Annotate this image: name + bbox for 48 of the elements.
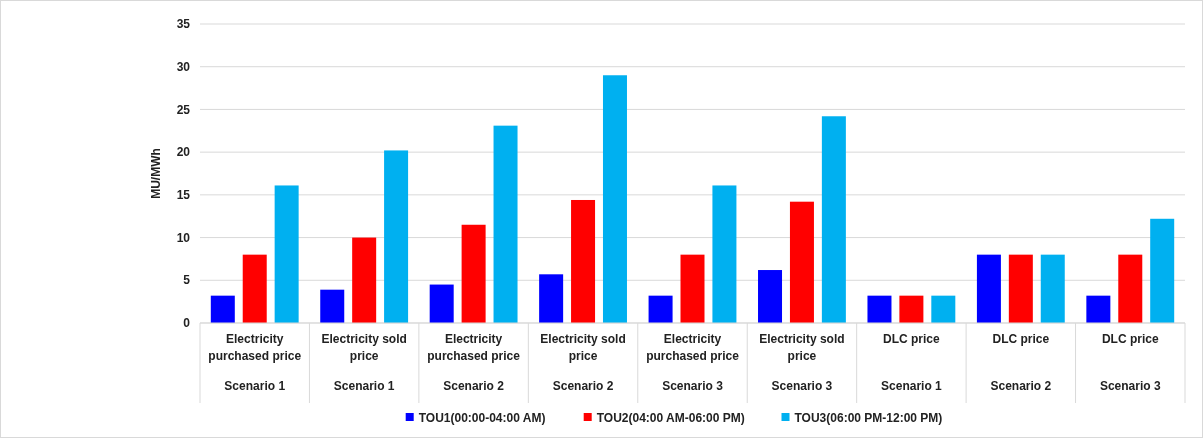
bar — [539, 274, 564, 323]
bar — [352, 237, 377, 323]
category-label: DLC price Scenario 1 — [881, 332, 942, 393]
category-label: Electricity sold price Scenario 2 — [540, 332, 626, 393]
bar — [648, 295, 673, 323]
bar — [789, 201, 814, 323]
bar — [867, 295, 892, 323]
y-tick-label: 15 — [176, 188, 191, 203]
bar — [461, 224, 486, 323]
bar — [493, 125, 518, 323]
bar — [976, 254, 1001, 323]
bar — [1040, 254, 1065, 323]
y-tick-label: 20 — [176, 145, 191, 160]
y-tick-label: 10 — [176, 230, 191, 245]
bar — [320, 289, 345, 323]
bar — [429, 284, 454, 323]
bar — [931, 295, 956, 323]
category-label: Electricity sold price Scenario 3 — [759, 332, 845, 393]
legend-label: TOU3(06:00 PM-12:00 PM) — [794, 411, 943, 426]
y-tick-label: 0 — [183, 316, 191, 331]
bar — [821, 116, 846, 323]
bar — [602, 75, 627, 323]
bar — [242, 254, 267, 323]
y-tick-label: 5 — [183, 273, 191, 288]
category-label: DLC price Scenario 2 — [990, 332, 1052, 393]
y-tick-label: 30 — [176, 59, 191, 74]
legend-label: TOU2(04:00 AM-06:00 PM) — [596, 411, 745, 426]
bar — [899, 295, 924, 323]
legend-label: TOU1(00:00-04:00 AM) — [418, 411, 546, 426]
category-label: DLC price Scenario 3 — [1099, 332, 1161, 393]
bar — [1150, 218, 1175, 323]
bar — [571, 199, 596, 323]
y-tick-label: 25 — [176, 102, 191, 117]
category-label: Electricity purchased price Scenario 2 — [427, 332, 520, 393]
bar — [758, 270, 783, 323]
bar — [1008, 254, 1033, 323]
bar — [210, 295, 235, 323]
category-label: Electricity purchased price Scenario 1 — [208, 332, 302, 393]
bar — [1086, 295, 1111, 323]
bar — [274, 185, 299, 323]
bar — [1118, 254, 1143, 323]
category-label: Electricity sold price Scenario 1 — [321, 332, 407, 393]
bar — [680, 254, 705, 323]
bar — [712, 185, 737, 323]
y-tick-label: 35 — [176, 17, 191, 32]
bar — [384, 150, 409, 323]
y-axis-title: MU/MWh — [149, 148, 163, 199]
category-label: Electricity purchased price Scenario 3 — [646, 332, 739, 393]
